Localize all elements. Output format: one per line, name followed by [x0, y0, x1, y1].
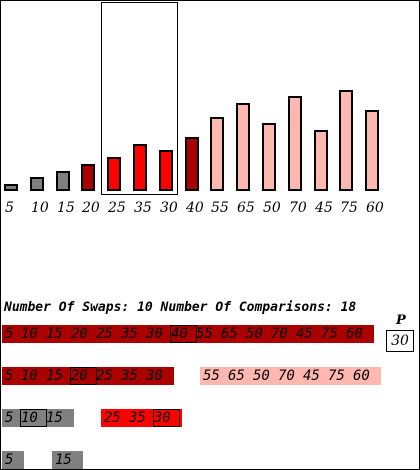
bar-60 [365, 110, 379, 191]
partition-value: 15 [55, 452, 72, 468]
stats-line: Number Of Swaps: 10 Number Of Comparison… [4, 300, 356, 315]
bar-55 [210, 117, 224, 191]
bar-label: 65 [237, 200, 255, 216]
bar-label: 35 [134, 200, 152, 216]
bar-label: 50 [263, 200, 281, 216]
partition-value: 70 [278, 368, 295, 384]
partition-value: 30 [153, 409, 180, 427]
bar-65 [236, 103, 250, 191]
bar-30 [159, 150, 173, 191]
partition-row-3-segment-2: 25 35 30 [101, 409, 182, 427]
partition-value: 45 [296, 326, 313, 342]
partition-value: 30 [146, 368, 163, 384]
bar-20 [81, 164, 95, 191]
bar-label: 40 [186, 200, 204, 216]
bar-5 [4, 184, 18, 191]
bar-50 [262, 123, 276, 191]
partition-row-3-segment-1: 5 10 15 [2, 409, 74, 427]
partition-value: 65 [221, 326, 238, 342]
bar-label: 30 [160, 200, 178, 216]
partition-value: 25 [96, 368, 113, 384]
bar-35 [133, 144, 147, 191]
partition-value: 20 [70, 367, 97, 385]
bar-15 [56, 171, 70, 191]
bar-75 [339, 90, 353, 191]
partition-value: 25 [104, 410, 121, 426]
partition-value: 65 [228, 368, 245, 384]
pivot-label: P [396, 313, 406, 328]
active-partition-window [101, 2, 178, 195]
partition-value: 25 [96, 326, 113, 342]
bar-40 [185, 137, 199, 191]
partition-value: 15 [46, 368, 63, 384]
swaps-count: 10 [137, 300, 153, 315]
partition-value: 10 [21, 368, 38, 384]
partition-value: 5 [5, 452, 14, 468]
bar-label: 70 [289, 200, 307, 216]
comparisons-label: Number Of Comparisons: [160, 300, 333, 315]
partition-value: 50 [246, 326, 263, 342]
partition-value: 10 [21, 326, 38, 342]
partition-value: 60 [353, 368, 370, 384]
partition-value: 50 [253, 368, 270, 384]
partition-value: 15 [46, 326, 63, 342]
bar-label: 10 [31, 200, 49, 216]
partition-value: 35 [121, 326, 138, 342]
partition-value: 45 [303, 368, 320, 384]
partition-value: 10 [20, 409, 47, 427]
partition-value: 5 [5, 326, 14, 342]
bar-70 [288, 96, 302, 191]
partition-row-2-segment-2: 55 65 50 70 45 75 60 [200, 367, 381, 385]
partition-value: 35 [129, 410, 146, 426]
bar-label: 45 [315, 200, 333, 216]
partition-value: 55 [196, 326, 213, 342]
partition-value: 60 [346, 326, 363, 342]
partition-value: 35 [121, 368, 138, 384]
partition-value: 70 [271, 326, 288, 342]
bar-label: 15 [57, 200, 75, 216]
partition-value: 75 [321, 326, 338, 342]
bar-label: 25 [108, 200, 126, 216]
partition-value: 75 [328, 368, 345, 384]
bar-label: 5 [5, 200, 14, 216]
partition-row-4-segment-1: 5 [2, 451, 24, 469]
partition-value: 15 [46, 410, 63, 426]
partition-row-2-segment-1: 5 10 15 20 25 35 30 [2, 367, 174, 385]
partition-row-1-segment-1: 5 10 15 20 25 35 30 40 55 65 50 70 45 75 60 [2, 325, 374, 343]
bar-25 [107, 157, 121, 191]
swaps-label: Number Of Swaps: [4, 300, 130, 315]
pivot-value: 30 [386, 330, 414, 352]
bar-label: 60 [366, 200, 384, 216]
partition-value: 55 [203, 368, 220, 384]
comparisons-count: 18 [340, 300, 357, 315]
bar-label: 20 [82, 200, 100, 216]
partition-value: 5 [5, 410, 14, 426]
partition-value: 30 [146, 326, 163, 342]
bar-label: 75 [340, 200, 358, 216]
bar-label: 55 [211, 200, 229, 216]
bar-10 [30, 177, 44, 191]
partition-value: 5 [5, 368, 14, 384]
partition-value: 20 [71, 326, 88, 342]
partition-row-4-segment-2: 15 [52, 451, 83, 469]
bar-45 [314, 130, 328, 191]
partition-value: 40 [170, 325, 197, 343]
